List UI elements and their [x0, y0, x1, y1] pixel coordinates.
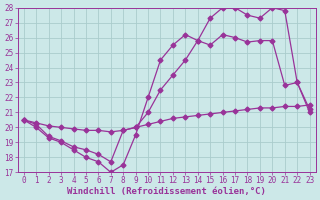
X-axis label: Windchill (Refroidissement éolien,°C): Windchill (Refroidissement éolien,°C)	[67, 187, 266, 196]
